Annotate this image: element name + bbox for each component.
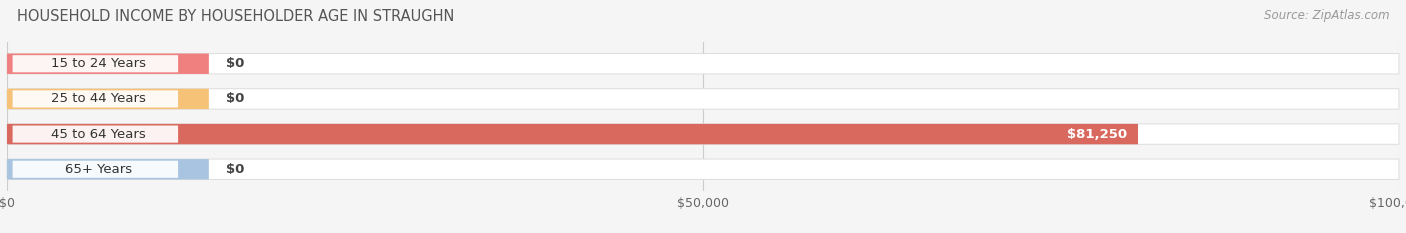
FancyBboxPatch shape bbox=[7, 54, 1399, 74]
Text: $0: $0 bbox=[225, 57, 243, 70]
FancyBboxPatch shape bbox=[7, 89, 1399, 109]
FancyBboxPatch shape bbox=[7, 124, 1399, 144]
FancyBboxPatch shape bbox=[7, 159, 1399, 179]
Text: $0: $0 bbox=[225, 93, 243, 105]
FancyBboxPatch shape bbox=[7, 124, 1137, 144]
Text: 65+ Years: 65+ Years bbox=[65, 163, 132, 176]
Text: Source: ZipAtlas.com: Source: ZipAtlas.com bbox=[1264, 9, 1389, 22]
Text: $81,250: $81,250 bbox=[1067, 128, 1126, 140]
Text: 15 to 24 Years: 15 to 24 Years bbox=[51, 57, 146, 70]
FancyBboxPatch shape bbox=[7, 89, 209, 109]
Text: HOUSEHOLD INCOME BY HOUSEHOLDER AGE IN STRAUGHN: HOUSEHOLD INCOME BY HOUSEHOLDER AGE IN S… bbox=[17, 9, 454, 24]
FancyBboxPatch shape bbox=[7, 54, 209, 74]
Text: 45 to 64 Years: 45 to 64 Years bbox=[51, 128, 145, 140]
FancyBboxPatch shape bbox=[13, 126, 179, 143]
Text: $0: $0 bbox=[225, 163, 243, 176]
FancyBboxPatch shape bbox=[7, 159, 209, 179]
FancyBboxPatch shape bbox=[13, 90, 179, 107]
FancyBboxPatch shape bbox=[13, 161, 179, 178]
FancyBboxPatch shape bbox=[13, 55, 179, 72]
Text: 25 to 44 Years: 25 to 44 Years bbox=[51, 93, 146, 105]
